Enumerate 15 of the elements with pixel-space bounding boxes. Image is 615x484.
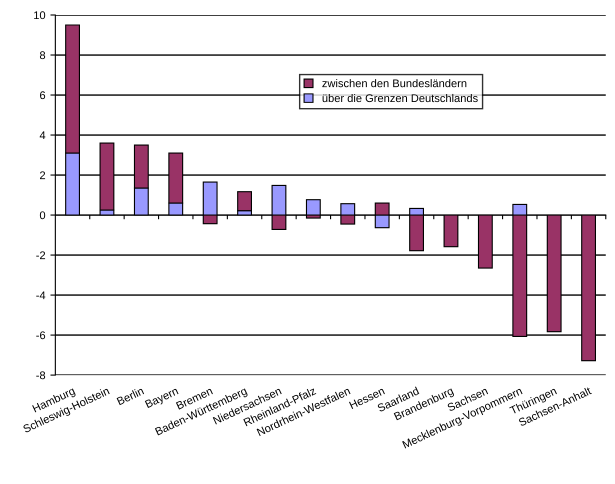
y-tick-label: -8: [36, 371, 46, 380]
y-tick-label: -6: [36, 331, 46, 340]
bar: [237, 191, 252, 212]
y-tick-label: 8: [40, 51, 46, 60]
y-tick-label: -4: [36, 291, 46, 300]
legend-label: zwischen den Bundesländern: [322, 79, 466, 88]
legend-label: über die Grenzen Deutschlands: [322, 94, 478, 102]
y-tick-label: -2: [36, 251, 46, 260]
y-tick-label: 2: [40, 171, 46, 180]
y-tick-label: 4: [40, 131, 46, 140]
x-tick-label: Berlin: [116, 386, 144, 406]
y-tick-label: 10: [34, 11, 46, 20]
y-tick-label: 6: [40, 91, 46, 100]
bar: [306, 199, 321, 216]
y-tick-label: 0: [40, 211, 46, 220]
